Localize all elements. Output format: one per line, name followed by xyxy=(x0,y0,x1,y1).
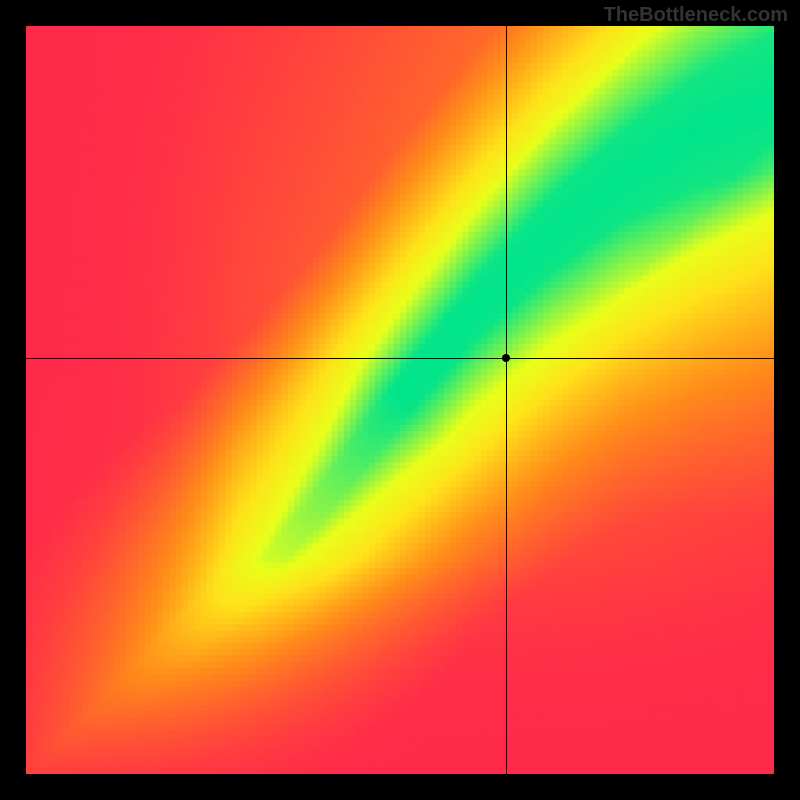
heatmap-canvas xyxy=(26,26,774,774)
crosshair-marker xyxy=(502,354,510,362)
watermark-text: TheBottleneck.com xyxy=(604,4,788,27)
heatmap-chart xyxy=(26,26,774,774)
crosshair-horizontal xyxy=(26,358,774,359)
crosshair-vertical xyxy=(506,26,507,774)
